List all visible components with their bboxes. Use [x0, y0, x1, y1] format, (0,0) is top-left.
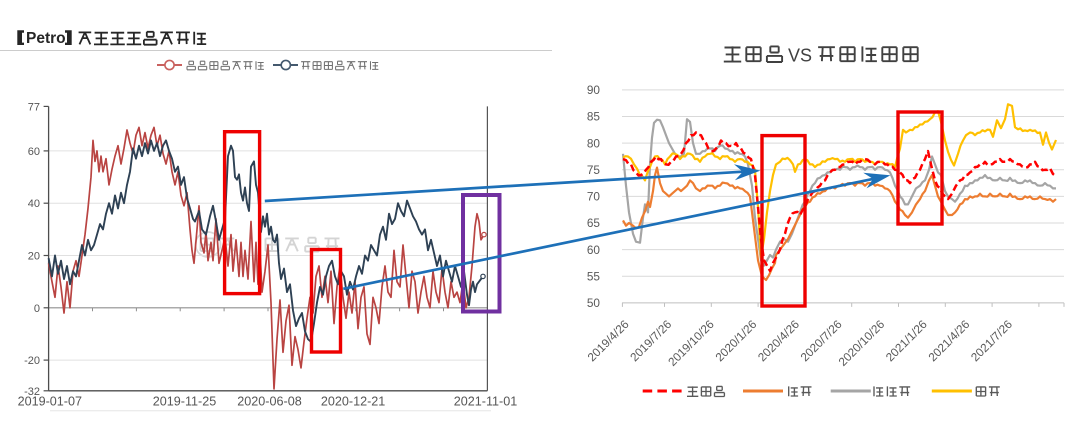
- svg-text:0: 0: [34, 303, 40, 315]
- svg-text:2019-01-07: 2019-01-07: [18, 395, 82, 409]
- svg-text:2019-11-25: 2019-11-25: [153, 395, 217, 409]
- svg-text:90: 90: [587, 83, 601, 97]
- svg-text:85: 85: [587, 110, 601, 124]
- svg-text:2020-12-21: 2020-12-21: [321, 395, 385, 409]
- svg-text:-32: -32: [24, 386, 40, 398]
- svg-text:2021-11-01: 2021-11-01: [454, 395, 518, 409]
- svg-text:65: 65: [587, 216, 601, 230]
- svg-text:20: 20: [28, 251, 40, 263]
- svg-text:70: 70: [587, 190, 601, 204]
- svg-text:75: 75: [587, 163, 601, 177]
- svg-text:50: 50: [587, 296, 601, 310]
- svg-text:-20: -20: [24, 355, 40, 367]
- svg-text:77: 77: [28, 101, 40, 113]
- svg-text:60: 60: [28, 146, 40, 158]
- svg-text:60: 60: [587, 243, 601, 257]
- svg-text:Petro: Petro: [26, 30, 66, 47]
- svg-text:VS: VS: [788, 46, 812, 66]
- svg-text:2020-06-08: 2020-06-08: [237, 395, 301, 409]
- svg-text:80: 80: [587, 136, 601, 150]
- svg-text:40: 40: [28, 198, 40, 210]
- svg-text:55: 55: [587, 270, 601, 284]
